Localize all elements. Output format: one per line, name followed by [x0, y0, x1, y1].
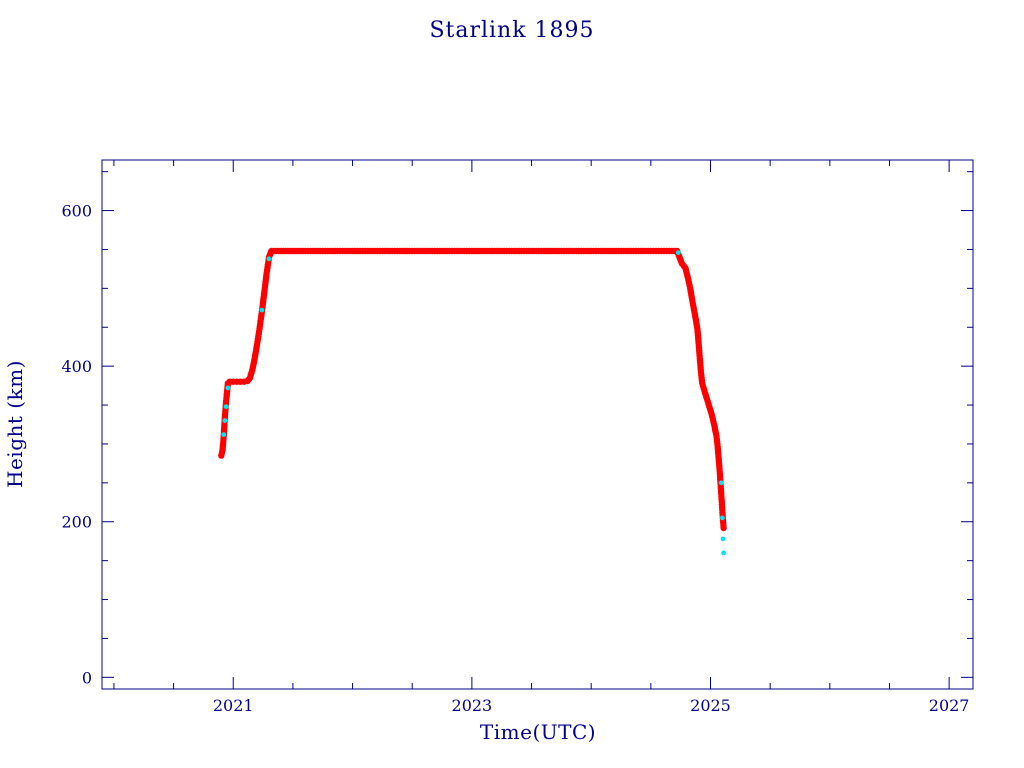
data-point: [720, 524, 727, 532]
y-tick-label: 0: [82, 668, 92, 687]
data-point: [259, 307, 265, 313]
data-point: [720, 515, 725, 521]
axis-ticks: [102, 160, 973, 689]
y-tick-label: 200: [61, 513, 92, 532]
data-point: [221, 432, 227, 437]
data-point: [721, 550, 726, 556]
data-point: [718, 480, 724, 486]
data-point: [720, 536, 726, 542]
data-point: [225, 385, 231, 391]
x-tick-label: 2021: [213, 696, 254, 715]
y-tick-label: 600: [61, 202, 92, 221]
tick-labels: 2021 2023 2025 2027 0 200 400 600: [61, 202, 969, 715]
series-1: [221, 250, 726, 556]
x-tick-label: 2025: [690, 696, 731, 715]
x-tick-label: 2027: [929, 696, 970, 715]
y-axis-label: Height (km): [3, 360, 27, 488]
plot-frame: [101, 159, 974, 690]
y-tick-label: 400: [61, 357, 92, 376]
series-0: [218, 247, 727, 532]
data-point: [223, 404, 229, 409]
data-point: [675, 250, 681, 256]
data-point: [222, 418, 228, 423]
x-axis-label: Time(UTC): [480, 720, 596, 744]
data-point: [266, 256, 272, 262]
chart-title: Starlink 1895: [429, 18, 594, 43]
data-points: [218, 247, 727, 556]
x-tick-label: 2023: [452, 696, 493, 715]
